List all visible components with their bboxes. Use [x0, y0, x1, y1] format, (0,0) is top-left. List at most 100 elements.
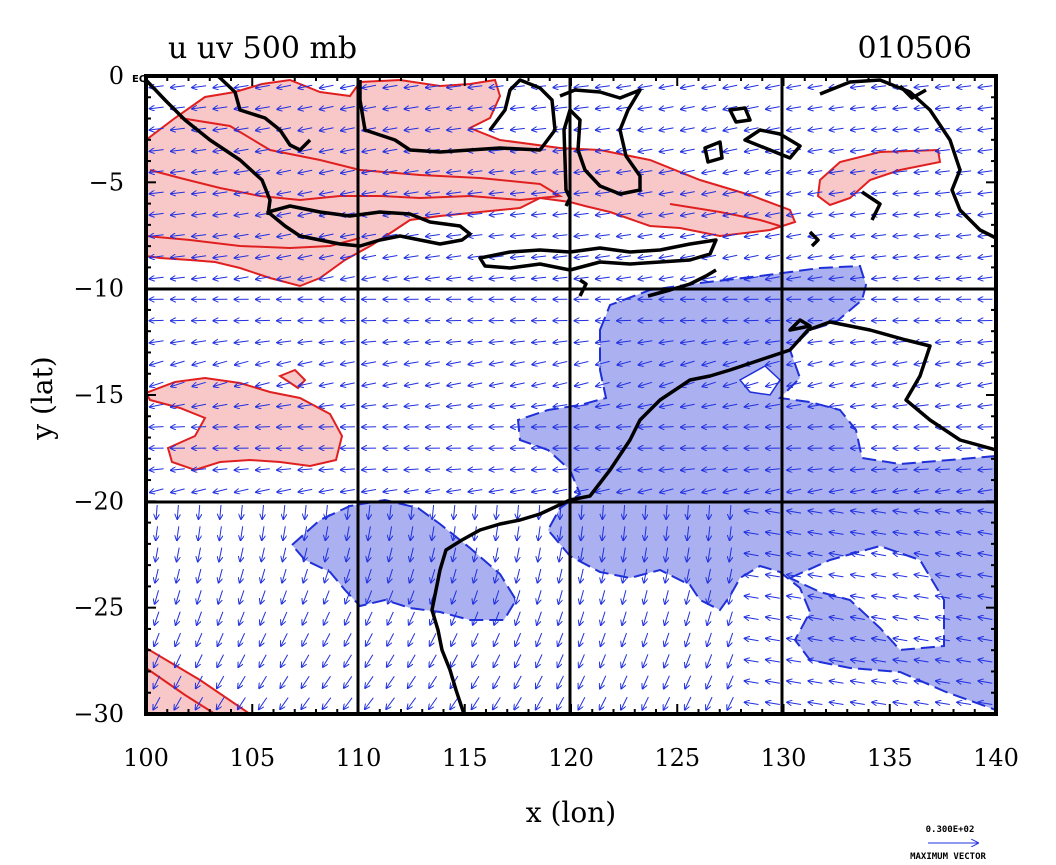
wind-vector	[809, 149, 823, 151]
wind-vector	[280, 697, 289, 710]
wind-vector	[702, 427, 717, 428]
wind-vector	[830, 277, 844, 279]
wind-vector	[809, 256, 823, 258]
wind-vector	[560, 526, 562, 540]
wind-vector	[851, 86, 865, 88]
wind-vector	[235, 361, 249, 365]
wind-vector	[915, 511, 929, 513]
wind-vector	[596, 171, 610, 173]
wind-vector	[639, 489, 653, 492]
wind-vector	[617, 86, 632, 88]
wind-vector	[596, 383, 610, 387]
wind-vector	[596, 86, 610, 88]
wind-vector	[277, 192, 292, 195]
wind-vector	[830, 617, 844, 619]
wind-vector	[150, 150, 164, 152]
wind-vector	[197, 590, 202, 603]
wind-vector	[516, 611, 521, 625]
wind-vector	[389, 526, 391, 540]
wind-vector	[666, 504, 667, 519]
wind-vector	[384, 128, 398, 130]
wind-vector	[538, 547, 541, 562]
wind-vector	[171, 235, 185, 237]
wind-vector	[515, 632, 522, 646]
wind-vector	[299, 213, 313, 216]
wind-vector	[745, 277, 759, 280]
wind-vector	[957, 277, 972, 279]
wind-vector	[468, 192, 483, 194]
wind-vector	[766, 107, 780, 110]
wind-vector	[787, 702, 802, 704]
wind-vector	[238, 654, 246, 667]
wind-vector	[302, 654, 310, 667]
x-tick-label: 120	[548, 744, 594, 772]
wind-vector	[894, 575, 908, 577]
wind-vector	[277, 383, 292, 386]
wind-vector	[365, 697, 374, 709]
wind-vector	[261, 568, 266, 583]
wind-vector	[872, 362, 887, 365]
wind-vector	[809, 107, 823, 109]
wind-vector	[809, 702, 823, 704]
wind-vector	[957, 383, 972, 386]
wind-vector	[511, 107, 525, 109]
wind-vector	[511, 192, 525, 194]
wind-vector	[639, 149, 653, 151]
wind-vector	[150, 277, 164, 279]
wind-vector	[171, 86, 185, 88]
wind-vector	[154, 611, 160, 625]
wind-vector	[341, 128, 355, 131]
wind-vector	[745, 213, 759, 216]
wind-vector	[532, 256, 547, 258]
wind-vector	[978, 341, 993, 342]
wind-vector	[366, 654, 374, 667]
wind-vector	[596, 404, 610, 406]
wind-vector	[600, 675, 607, 689]
wind-vector	[685, 675, 692, 689]
wind-vector	[171, 150, 185, 152]
wind-vector	[894, 532, 908, 534]
wind-vector	[639, 171, 653, 173]
wind-vector	[362, 170, 377, 173]
wind-vector	[936, 192, 950, 194]
wind-vector	[893, 469, 908, 470]
wind-vector	[150, 128, 164, 130]
wind-vector	[893, 192, 908, 194]
wind-vector	[554, 362, 568, 365]
wind-vector	[192, 86, 207, 88]
wind-vector	[176, 611, 181, 625]
wind-vector	[617, 469, 632, 470]
wind-vector	[809, 553, 823, 555]
wind-vector	[702, 85, 717, 88]
wind-vector	[511, 341, 525, 343]
minor-ticks	[145, 75, 997, 715]
wind-vector	[150, 427, 164, 428]
wind-vector	[383, 469, 398, 470]
wind-vector	[409, 611, 415, 625]
wind-vector	[174, 697, 182, 709]
wind-vector	[303, 590, 309, 604]
wind-vector	[235, 213, 249, 215]
wind-vector	[362, 85, 377, 88]
wind-vector	[490, 469, 504, 470]
wind-vector	[558, 632, 564, 646]
wind-vector	[408, 675, 416, 688]
wind-vector	[429, 675, 438, 688]
wind-vector	[787, 660, 802, 662]
wind-vector	[660, 85, 674, 88]
wind-vector	[915, 86, 929, 88]
wind-vector	[344, 676, 353, 688]
wind-vector	[341, 341, 355, 342]
wind-vector	[893, 277, 908, 279]
wind-vector	[639, 86, 653, 88]
wind-vector	[936, 660, 950, 662]
wind-vector	[511, 490, 525, 492]
reference-vector-caption: MAXIMUM VECTOR	[910, 852, 986, 862]
wind-vector	[410, 568, 415, 582]
wind-vector	[702, 170, 717, 173]
wind-vector	[387, 676, 395, 688]
wind-vector	[724, 381, 738, 386]
wind-vector	[809, 128, 823, 130]
wind-vector	[851, 277, 865, 279]
wind-vector	[915, 192, 929, 194]
